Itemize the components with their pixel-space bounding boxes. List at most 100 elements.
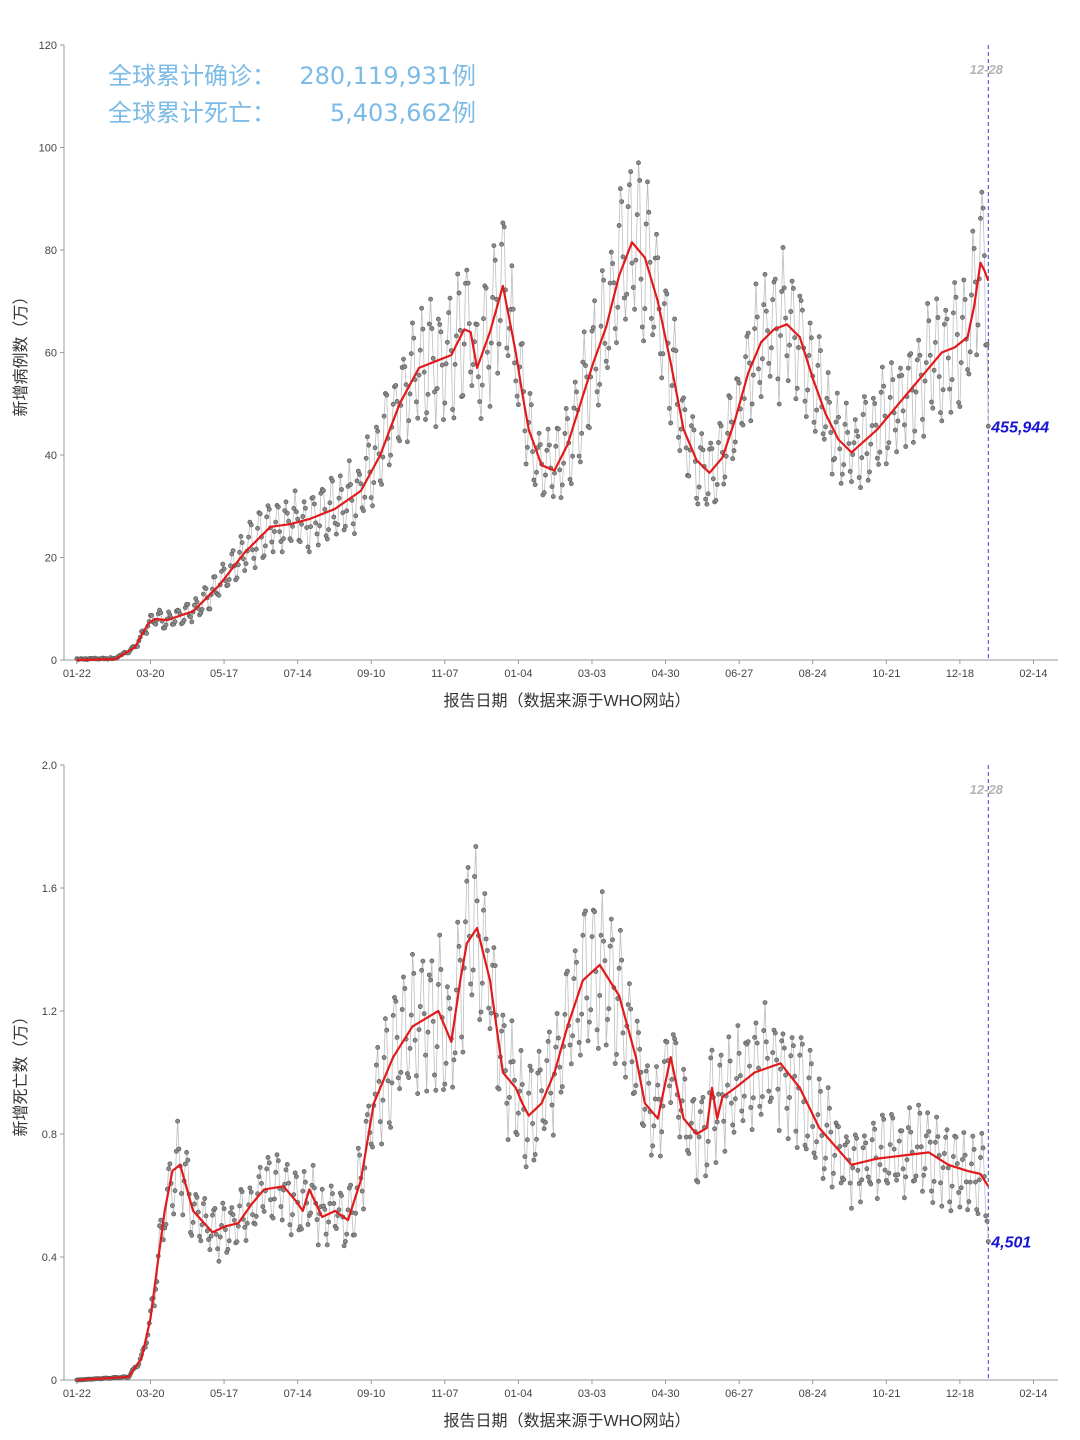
daily-point [610, 937, 615, 943]
daily-point [287, 1222, 293, 1228]
daily-point [395, 1075, 401, 1081]
daily-point [527, 391, 533, 396]
daily-point [293, 509, 299, 515]
daily-point [704, 501, 710, 507]
daily-point [962, 1152, 968, 1158]
daily-point [913, 1173, 919, 1179]
daily-point [171, 1211, 177, 1217]
daily-point [308, 1210, 313, 1216]
daily-point [931, 1178, 937, 1184]
x-tick-label: 09-10 [357, 1388, 385, 1400]
daily-point [818, 348, 823, 353]
daily-point [927, 352, 933, 358]
daily-point [698, 1109, 703, 1115]
daily-point [824, 1122, 830, 1128]
daily-point [372, 445, 378, 451]
daily-point [547, 1029, 552, 1035]
daily-point [261, 1208, 267, 1214]
daily-point [642, 306, 648, 312]
daily-point [916, 337, 921, 343]
daily-point [798, 1035, 804, 1041]
daily-point [390, 1012, 396, 1018]
daily-point [264, 1166, 270, 1172]
daily-point [364, 434, 370, 440]
daily-point [778, 333, 783, 338]
daily-point [255, 525, 260, 531]
daily-point [638, 276, 644, 282]
daily-point [350, 521, 356, 527]
daily-point [876, 461, 881, 467]
daily-point [823, 1155, 828, 1161]
daily-point [628, 1006, 634, 1012]
daily-point [315, 1242, 321, 1248]
daily-point [814, 1139, 819, 1145]
daily-point [464, 267, 470, 273]
daily-point [580, 932, 586, 938]
daily-point [646, 1080, 652, 1086]
daily-point [457, 327, 463, 333]
daily-point [510, 306, 516, 312]
daily-point [348, 482, 353, 487]
daily-point [820, 431, 826, 437]
daily-point [917, 352, 923, 358]
daily-point [512, 360, 517, 366]
daily-point [305, 1222, 311, 1227]
daily-point [379, 1141, 384, 1147]
x-tick-label: 10-21 [872, 1388, 900, 1400]
daily-point [789, 1035, 795, 1040]
daily-point [548, 1090, 554, 1096]
daily-point [725, 1082, 730, 1088]
daily-point [221, 1206, 227, 1212]
daily-point [871, 395, 876, 401]
daily-point [881, 383, 887, 389]
daily-point [302, 1179, 308, 1185]
daily-point [253, 1213, 259, 1219]
daily-point [291, 505, 297, 511]
daily-point [636, 160, 641, 166]
daily-point [721, 1118, 727, 1124]
daily-point [478, 416, 484, 421]
daily-point [605, 365, 610, 370]
daily-point [441, 417, 446, 422]
daily-point [420, 326, 426, 332]
daily-point [299, 521, 304, 527]
daily-point [401, 974, 406, 980]
daily-point [536, 430, 542, 436]
daily-point [917, 1110, 923, 1116]
daily-point [664, 291, 670, 297]
daily-point [237, 549, 242, 555]
daily-point [948, 1208, 954, 1214]
daily-point [699, 431, 705, 436]
daily-point [327, 500, 333, 506]
daily-point [352, 531, 357, 537]
daily-point [833, 419, 839, 425]
daily-point [942, 1151, 947, 1156]
daily-point [785, 378, 791, 384]
x-tick-label: 12-18 [946, 1388, 974, 1400]
daily-point [637, 1046, 643, 1052]
daily-point [336, 1207, 342, 1213]
daily-point [868, 441, 874, 447]
daily-point [713, 1160, 719, 1165]
daily-point [337, 473, 343, 479]
daily-point [406, 418, 412, 424]
daily-point [718, 1052, 724, 1058]
daily-point [230, 1212, 236, 1218]
daily-point [522, 1154, 528, 1159]
daily-point [753, 1020, 759, 1026]
daily-point [301, 1169, 307, 1174]
daily-point [274, 1152, 280, 1158]
daily-point [974, 1207, 980, 1212]
daily-point [251, 556, 257, 561]
daily-point [620, 254, 626, 260]
daily-point [960, 314, 965, 320]
daily-point [943, 1134, 949, 1140]
daily-point [610, 261, 615, 266]
daily-point [597, 381, 603, 387]
daily-point [510, 1059, 516, 1064]
daily-point [736, 1050, 742, 1056]
daily-point [570, 1033, 575, 1039]
daily-point [453, 333, 459, 339]
daily-point [288, 1232, 294, 1238]
daily-point [867, 469, 872, 475]
